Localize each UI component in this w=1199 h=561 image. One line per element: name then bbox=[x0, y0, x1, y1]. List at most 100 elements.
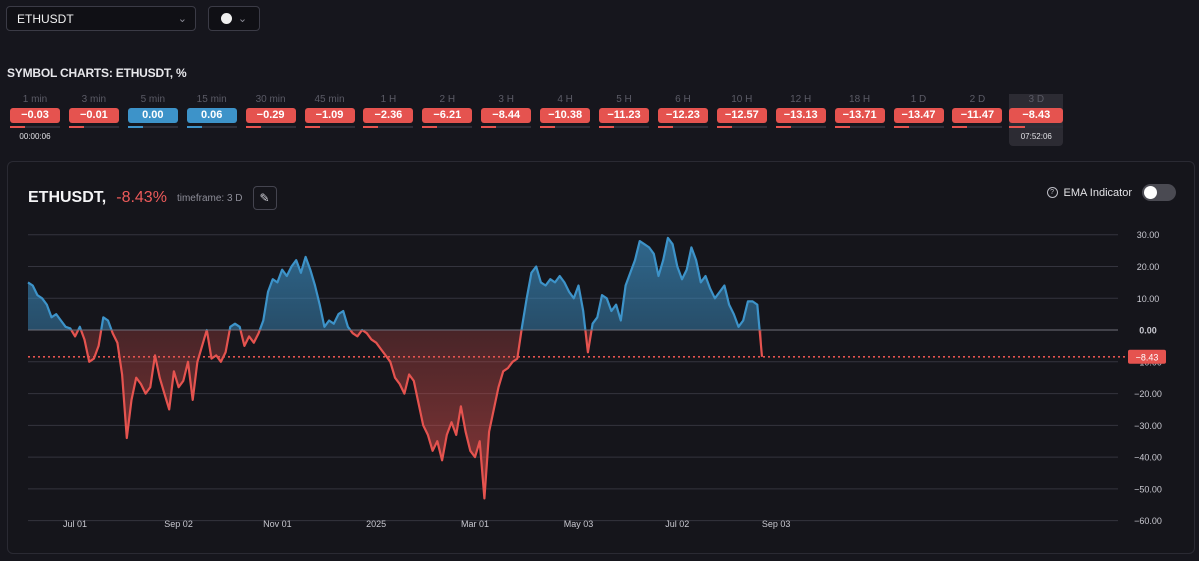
timeframe-13[interactable]: 12 H −13.13 bbox=[775, 94, 826, 128]
timeframe-value-badge: 0.06 bbox=[186, 108, 237, 123]
timeframe-progress bbox=[422, 126, 473, 128]
timeframe-label: 45 min bbox=[314, 94, 345, 105]
timeframe-progress bbox=[952, 126, 1003, 128]
timeframe-6[interactable]: 1 H −2.36 bbox=[363, 94, 414, 128]
timeframe-timer: 00:00:06 bbox=[19, 132, 51, 141]
timeframe-2[interactable]: 5 min 0.00 bbox=[127, 94, 178, 128]
timeframe-progress bbox=[10, 126, 60, 128]
timeframe-9[interactable]: 4 H −10.38 bbox=[540, 94, 591, 128]
help-icon[interactable]: ? bbox=[1046, 187, 1058, 198]
ema-toggle[interactable] bbox=[1142, 184, 1176, 201]
chart-header: ETHUSDT, -8.43% timeframe: 3 D ✎ bbox=[28, 186, 277, 210]
color-dot-icon bbox=[220, 13, 232, 24]
timeframe-progress bbox=[834, 126, 885, 128]
timeframe-timer: 07:52:06 bbox=[1020, 132, 1052, 141]
timeframe-label: 1 D bbox=[910, 94, 927, 105]
timeframe-progress bbox=[599, 126, 649, 128]
timeframe-progress bbox=[657, 126, 708, 128]
pencil-icon: ✎ bbox=[259, 191, 270, 205]
timeframe-value-badge: −1.09 bbox=[304, 108, 355, 123]
x-tick-label: Mar 01 bbox=[461, 519, 489, 529]
timeframe-value-badge: 0.00 bbox=[127, 108, 178, 123]
timeframe-progress bbox=[540, 126, 591, 128]
timeframe-11[interactable]: 6 H −12.23 bbox=[657, 94, 708, 128]
timeframe-label: 18 H bbox=[849, 94, 871, 105]
timeframe-value-badge: −13.71 bbox=[834, 108, 885, 123]
symbol-select[interactable]: ETHUSDT ⌄ bbox=[6, 6, 196, 31]
y-tick-label: −50.00 bbox=[1134, 484, 1162, 494]
timeframe-progress bbox=[1009, 126, 1064, 128]
draw-tool-button[interactable]: ✎ bbox=[252, 186, 277, 210]
timeframe-0[interactable]: 1 min −0.03 00:00:06 bbox=[10, 94, 60, 142]
x-tick-label: Sep 03 bbox=[762, 519, 791, 529]
timeframe-label: 15 min bbox=[196, 94, 227, 105]
timeframe-label: 2 D bbox=[969, 94, 986, 105]
chevron-down-icon: ⌄ bbox=[177, 13, 187, 25]
timeframe-17[interactable]: 3 D −8.43 07:52:06 bbox=[1009, 94, 1064, 146]
timeframe-label: 5 H bbox=[616, 94, 632, 105]
series-line-positive bbox=[27, 236, 761, 331]
y-tick-label: 20.00 bbox=[1137, 262, 1160, 272]
timeframe-16[interactable]: 2 D −11.47 bbox=[952, 94, 1003, 128]
timeframe-value-badge: −12.23 bbox=[657, 108, 708, 123]
timeframe-label: 3 H bbox=[498, 94, 514, 105]
timeframe-label: 10 H bbox=[731, 94, 753, 105]
chart-timeframe-label: timeframe: 3 D bbox=[176, 192, 243, 204]
timeframe-label: 1 min bbox=[22, 94, 48, 105]
timeframe-3[interactable]: 15 min 0.06 bbox=[186, 94, 237, 128]
timeframe-label: 6 H bbox=[675, 94, 691, 105]
timeframe-14[interactable]: 18 H −13.71 bbox=[834, 94, 885, 128]
last-value-label: −8.43 bbox=[1136, 352, 1159, 362]
series-line-negative bbox=[69, 330, 764, 500]
timeframe-7[interactable]: 2 H −6.21 bbox=[422, 94, 473, 128]
chart-change: -8.43% bbox=[116, 189, 167, 206]
timeframe-progress bbox=[775, 126, 826, 128]
y-tick-label: 30.00 bbox=[1137, 230, 1160, 240]
timeframe-progress bbox=[68, 126, 119, 128]
chart-panel: ETHUSDT, -8.43% timeframe: 3 D ✎ ? EMA I… bbox=[7, 161, 1195, 554]
timeframe-label: 1 H bbox=[380, 94, 397, 105]
timeframe-1[interactable]: 3 min −0.01 bbox=[68, 94, 119, 128]
timeframe-progress bbox=[481, 126, 532, 128]
timeframe-5[interactable]: 45 min −1.09 bbox=[304, 94, 355, 128]
ema-indicator-control: ? EMA Indicator bbox=[1046, 184, 1176, 201]
y-tick-label: −40.00 bbox=[1134, 453, 1162, 463]
timeframe-value-badge: −8.43 bbox=[1009, 108, 1064, 123]
timeframe-value-badge: −11.47 bbox=[952, 108, 1003, 123]
timeframe-12[interactable]: 10 H −12.57 bbox=[716, 94, 767, 128]
color-select[interactable]: ⌄ bbox=[208, 6, 260, 31]
y-tick-label: −30.00 bbox=[1134, 421, 1162, 431]
timeframe-value-badge: −11.23 bbox=[599, 108, 649, 123]
timeframe-label: 2 H bbox=[439, 94, 456, 105]
toggle-knob bbox=[1144, 186, 1157, 199]
timeframe-value-badge: −2.36 bbox=[363, 108, 414, 123]
x-tick-label: Jul 02 bbox=[665, 519, 689, 529]
timeframe-progress bbox=[363, 126, 414, 128]
timeframe-value-badge: −13.47 bbox=[893, 108, 944, 123]
y-tick-label: 0.00 bbox=[1139, 326, 1157, 336]
negative-area bbox=[28, 330, 762, 499]
timeframe-label: 12 H bbox=[790, 94, 812, 105]
timeframe-progress bbox=[893, 126, 944, 128]
timeframe-4[interactable]: 30 min −0.29 bbox=[245, 94, 296, 128]
timeframe-progress bbox=[127, 126, 178, 128]
timeframe-progress bbox=[245, 126, 296, 128]
symbol-select-value: ETHUSDT bbox=[17, 11, 74, 26]
x-tick-label: Nov 01 bbox=[263, 519, 292, 529]
timeframe-10[interactable]: 5 H −11.23 bbox=[599, 94, 649, 128]
section-title: SYMBOL CHARTS: ETHUSDT, % bbox=[7, 66, 187, 80]
chart-symbol: ETHUSDT, bbox=[28, 189, 107, 206]
timeframe-value-badge: −0.03 bbox=[10, 108, 60, 123]
timeframe-progress bbox=[716, 126, 767, 128]
timeframe-progress bbox=[186, 126, 237, 128]
chevron-down-icon: ⌄ bbox=[237, 13, 248, 25]
timeframe-15[interactable]: 1 D −13.47 bbox=[893, 94, 944, 128]
x-tick-label: 2025 bbox=[366, 519, 386, 529]
timeframe-value-badge: −0.01 bbox=[68, 108, 119, 123]
y-tick-label: −60.00 bbox=[1134, 516, 1162, 526]
timeframe-8[interactable]: 3 H −8.44 bbox=[481, 94, 532, 128]
timeframe-value-badge: −0.29 bbox=[245, 108, 296, 123]
x-tick-label: May 03 bbox=[564, 519, 594, 529]
x-tick-label: Jul 01 bbox=[63, 519, 87, 529]
timeframe-label: 3 D bbox=[1028, 94, 1045, 105]
